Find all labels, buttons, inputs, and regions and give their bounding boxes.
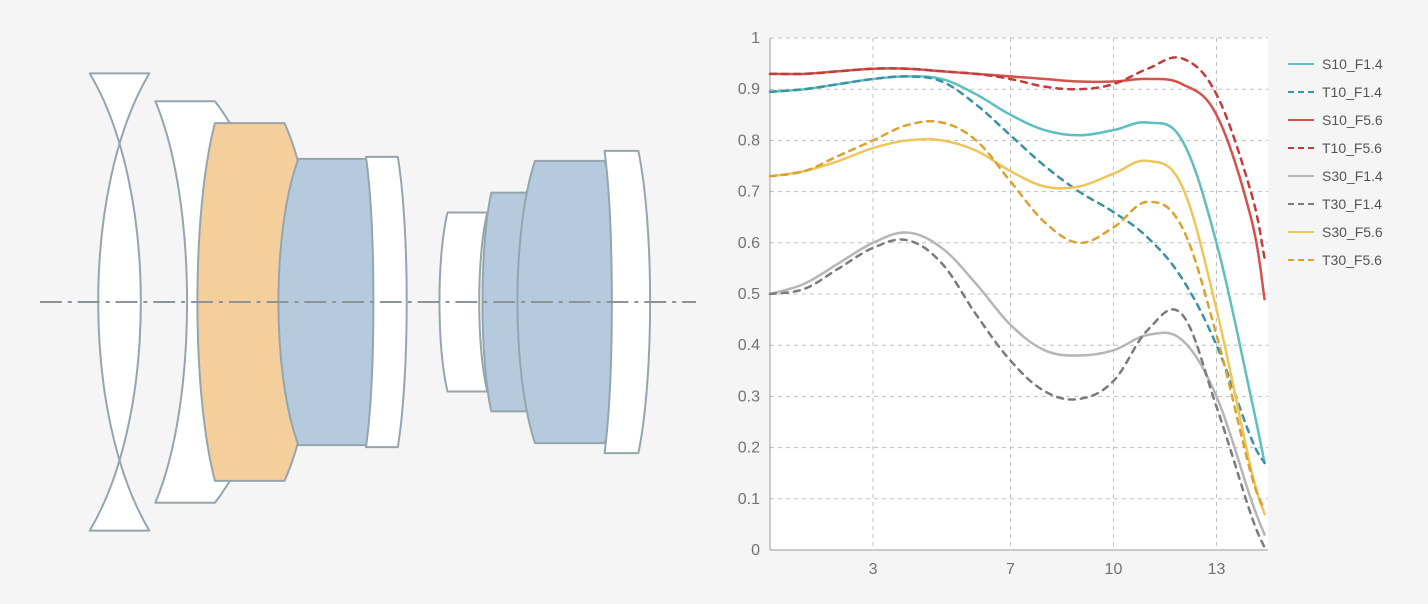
legend-item: S30_F1.4: [1288, 168, 1418, 184]
y-tick-label: 0: [751, 542, 760, 559]
legend-swatch: [1288, 63, 1314, 65]
legend-swatch: [1288, 231, 1314, 233]
legend-item: S10_F5.6: [1288, 112, 1418, 128]
legend-item: T30_F1.4: [1288, 196, 1418, 212]
mtf-chart-panel: 00.10.20.30.40.50.60.70.80.91371013 S10_…: [706, 0, 1428, 604]
legend-swatch: [1288, 119, 1314, 121]
legend-swatch: [1288, 259, 1314, 261]
x-tick-label: 10: [1105, 561, 1123, 578]
x-tick-label: 7: [1006, 561, 1015, 578]
y-tick-label: 0.8: [738, 132, 760, 149]
y-tick-label: 0.3: [738, 388, 760, 405]
legend-item: T30_F5.6: [1288, 252, 1418, 268]
legend-swatch: [1288, 91, 1314, 93]
y-tick-label: 0.7: [738, 184, 760, 201]
legend-swatch: [1288, 203, 1314, 205]
x-tick-label: 13: [1208, 561, 1226, 578]
legend-label: T10_F5.6: [1322, 140, 1382, 156]
chart-legend: S10_F1.4 T10_F1.4 S10_F5.6 T10_F5.6 S30_F1.4…: [1276, 20, 1418, 584]
legend-label: S30_F1.4: [1322, 168, 1383, 184]
y-tick-label: 0.6: [738, 235, 760, 252]
y-tick-label: 1: [751, 30, 760, 47]
lens-diagram: [40, 30, 696, 574]
legend-label: T10_F1.4: [1322, 84, 1382, 100]
legend-swatch: [1288, 175, 1314, 177]
mtf-chart: 00.10.20.30.40.50.60.70.80.91371013: [716, 20, 1276, 584]
y-tick-label: 0.4: [738, 337, 760, 354]
y-tick-label: 0.2: [738, 440, 760, 457]
legend-label: S10_F1.4: [1322, 56, 1383, 72]
legend-item: T10_F1.4: [1288, 84, 1418, 100]
x-tick-label: 3: [869, 561, 878, 578]
lens-diagram-panel: [0, 0, 706, 604]
legend-item: T10_F5.6: [1288, 140, 1418, 156]
y-tick-label: 0.9: [738, 81, 760, 98]
legend-item: S10_F1.4: [1288, 56, 1418, 72]
legend-label: S30_F5.6: [1322, 224, 1383, 240]
y-tick-label: 0.5: [738, 286, 760, 303]
legend-swatch: [1288, 147, 1314, 149]
legend-label: S10_F5.6: [1322, 112, 1383, 128]
legend-item: S30_F5.6: [1288, 224, 1418, 240]
legend-label: T30_F5.6: [1322, 252, 1382, 268]
legend-label: T30_F1.4: [1322, 196, 1382, 212]
y-tick-label: 0.1: [738, 491, 760, 508]
